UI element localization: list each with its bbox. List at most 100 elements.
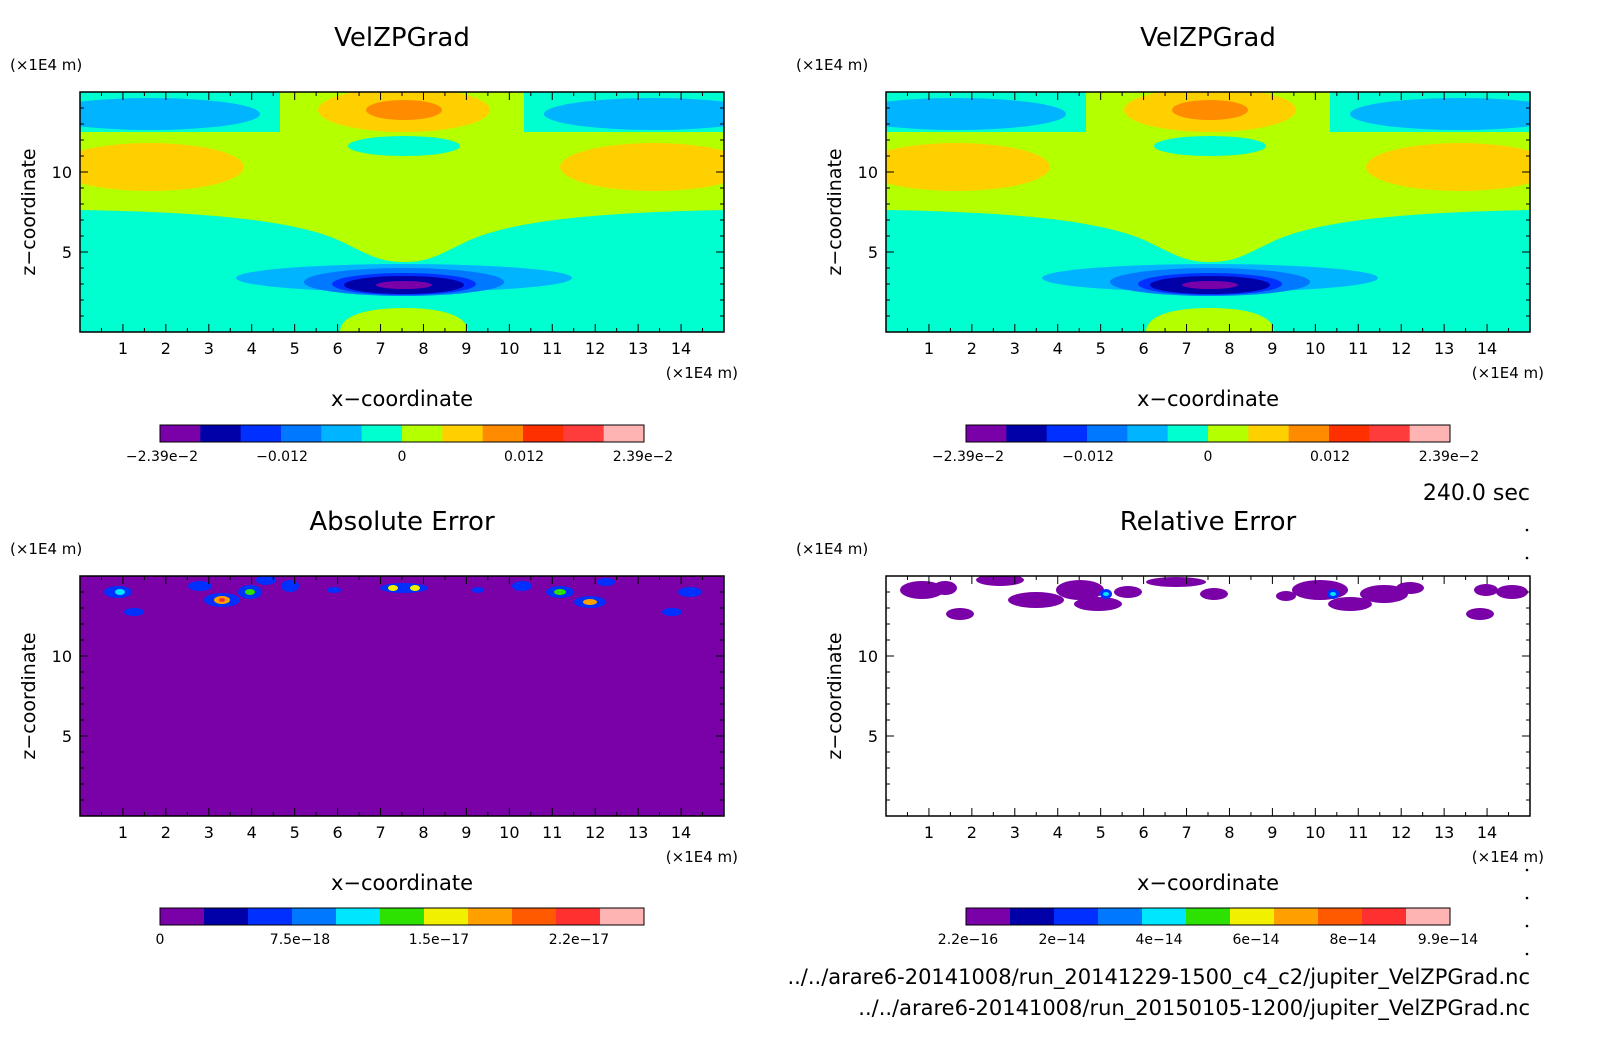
y-tick-label: 10	[52, 647, 72, 666]
x-tick-label: 9	[1267, 823, 1277, 842]
field-velzpgrad-right	[886, 92, 1530, 332]
x-tick-label: 14	[1477, 823, 1497, 842]
x-tick-label: 7	[375, 823, 385, 842]
x-tick-label: 12	[585, 339, 605, 358]
y-axis-label: z−coordinate	[824, 632, 846, 759]
colorbar-label: −2.39e−2	[932, 449, 1004, 465]
x-tick-label: 1	[118, 339, 128, 358]
error-speck	[188, 581, 212, 591]
colorbar: −2.39e−2 −0.012 0 0.012 2.39e−2	[126, 424, 673, 465]
error-patch	[946, 608, 974, 620]
colorbar-swatch	[1409, 425, 1451, 442]
colorbar-swatch	[1167, 425, 1209, 442]
band-mid-cyan	[348, 136, 460, 156]
colorbar-swatch	[966, 425, 1007, 442]
x-tick-label: 14	[671, 339, 691, 358]
error-patch	[1200, 588, 1228, 600]
x-tick-label: 11	[1348, 339, 1368, 358]
x-unit-label: (×1E4 m)	[1472, 848, 1544, 866]
x-tick-label: 13	[628, 823, 648, 842]
x-tick-label: 11	[542, 339, 562, 358]
x-tick-label: 14	[1477, 339, 1497, 358]
dot	[1525, 924, 1529, 928]
colorbar-label: 0.012	[1310, 449, 1350, 465]
colorbar-swatch	[563, 425, 605, 442]
error-patch	[900, 581, 944, 599]
error-speck	[410, 585, 420, 591]
error-speck	[678, 587, 702, 597]
x-unit-label: (×1E4 m)	[1472, 364, 1544, 382]
y-unit-label: (×1E4 m)	[10, 540, 82, 558]
y-tick-label: 10	[858, 163, 878, 182]
band-bottom-green	[340, 308, 468, 332]
colorbar-frame	[965, 424, 1451, 443]
colorbar-label: 6e−14	[1232, 932, 1279, 948]
x-tick-label: 9	[1267, 339, 1277, 358]
y-tick-label: 5	[868, 727, 878, 746]
x-unit-label: (×1E4 m)	[666, 848, 738, 866]
error-patch	[1146, 577, 1206, 587]
band-upper-blue-left	[80, 98, 260, 130]
error-patch	[1396, 582, 1424, 594]
colorbar-swatch	[1010, 908, 1055, 925]
field-velzpgrad-left	[80, 92, 724, 332]
x-tick-label: 1	[118, 823, 128, 842]
x-unit-label: (×1E4 m)	[666, 364, 738, 382]
error-speck	[1103, 592, 1109, 596]
error-speck	[662, 608, 682, 616]
x-tick-label: 5	[1096, 339, 1106, 358]
colorbar-swatches	[966, 425, 1451, 442]
x-tick-label: 10	[1305, 823, 1325, 842]
colorbar-label: 1.5e−17	[409, 932, 469, 948]
colorbar-swatch	[442, 425, 484, 442]
x-tick-label: 2	[967, 339, 977, 358]
x-tick-label: 10	[499, 823, 519, 842]
colorbar-swatch	[523, 425, 564, 442]
error-patch	[933, 581, 957, 595]
x-tick-label: 5	[1096, 823, 1106, 842]
colorbar-swatch	[160, 908, 205, 925]
x-tick-label: 3	[1010, 339, 1020, 358]
x-tick-label: 2	[161, 823, 171, 842]
x-tick-label: 11	[542, 823, 562, 842]
colorbar-swatch	[200, 425, 242, 442]
error-patches	[900, 576, 1528, 620]
error-speck	[583, 599, 597, 605]
error-background	[886, 576, 1530, 816]
x-tick-label: 13	[628, 339, 648, 358]
error-patch	[1008, 592, 1064, 608]
x-tick-label: 9	[461, 339, 471, 358]
error-background	[80, 576, 724, 816]
colorbar-swatches	[966, 908, 1451, 925]
y-axis-label: z−coordinate	[18, 632, 40, 759]
colorbar-swatch	[1186, 908, 1231, 925]
colorbar-swatch	[1369, 425, 1411, 442]
colorbar-swatch	[240, 425, 282, 442]
x-tick-label: 13	[1434, 339, 1454, 358]
colorbar-swatch	[361, 425, 403, 442]
colorbar-swatch	[1318, 908, 1363, 925]
x-tick-label: 3	[1010, 823, 1020, 842]
x-tick-label: 4	[1053, 339, 1063, 358]
colorbar-label: 9.9e−14	[1418, 932, 1479, 948]
x-tick-label: 5	[290, 339, 300, 358]
error-patch	[1496, 585, 1528, 599]
error-speck	[124, 608, 144, 616]
y-axis-label: z−coordinate	[18, 148, 40, 275]
colorbar-label: 2.2e−17	[549, 932, 609, 948]
x-tick-label: 1	[924, 823, 934, 842]
colorbar-swatches	[160, 425, 645, 442]
colorbar-label: 4e−14	[1135, 932, 1182, 948]
error-speck	[327, 587, 341, 593]
field-relative-error	[886, 576, 1530, 816]
x-tick-label: 8	[418, 823, 428, 842]
band-green-region	[80, 92, 724, 262]
x-tick-label: 6	[1139, 339, 1149, 358]
band-upper-blue-left	[886, 98, 1066, 130]
colorbar-swatch	[292, 908, 337, 925]
